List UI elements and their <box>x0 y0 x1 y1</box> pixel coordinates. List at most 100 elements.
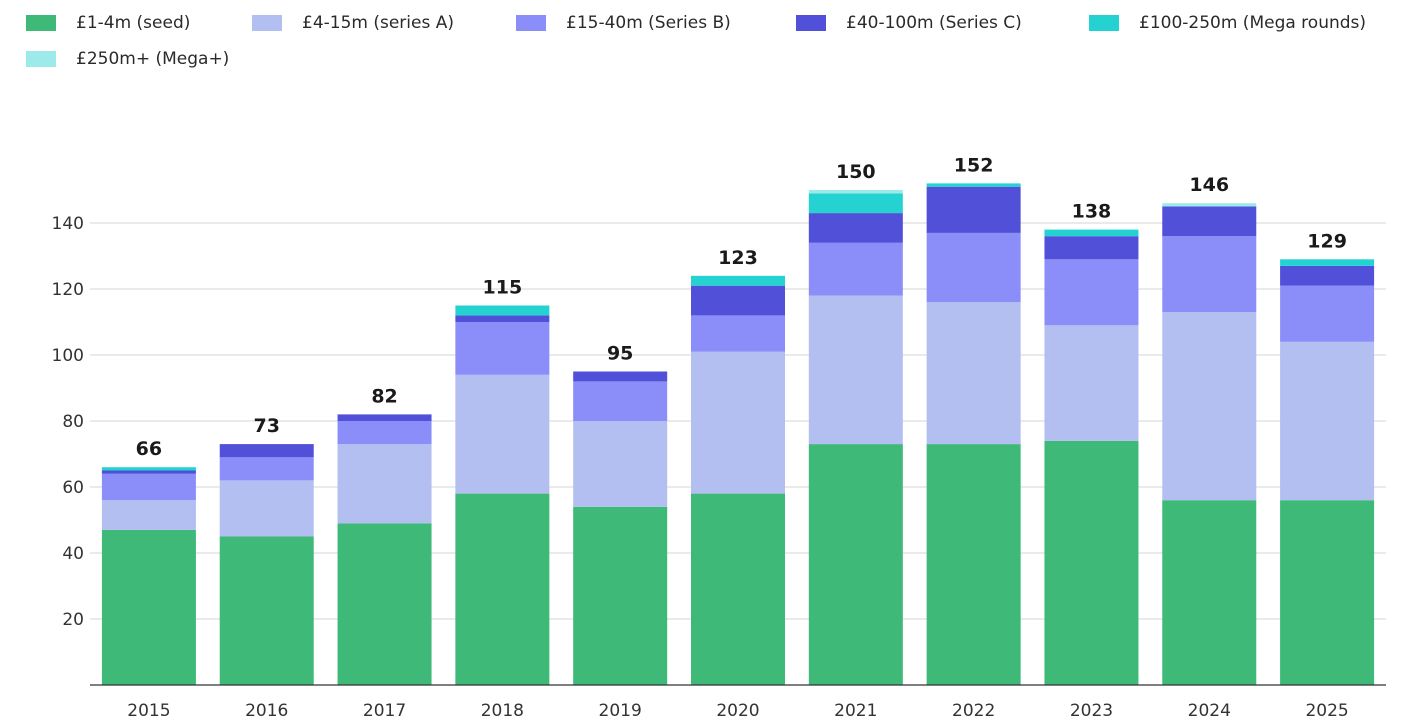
legend-label: £40-100m (Series C) <box>846 13 1022 33</box>
bar-segment <box>926 444 1021 685</box>
legend-swatch <box>796 15 826 31</box>
bar-total-label: 152 <box>954 154 994 176</box>
bar-segment <box>1280 500 1375 685</box>
bar-segment <box>337 421 432 445</box>
x-tick-label: 2022 <box>952 701 995 720</box>
y-tick-label: 60 <box>62 478 84 498</box>
bar-segment <box>101 467 196 471</box>
legend-swatch <box>1089 15 1119 31</box>
legend-label: £250m+ (Mega+) <box>76 49 230 69</box>
bar-segment <box>219 444 314 458</box>
bar-segment <box>691 351 785 494</box>
labels: 20 40 60 80 100 120 140 66 2015 73 2016 82 2017 115 20… <box>52 154 1349 720</box>
bar-segment <box>691 315 785 352</box>
bar-total-label: 66 <box>136 438 162 460</box>
x-tick-label: 2019 <box>599 701 642 720</box>
bar-segment <box>573 371 668 382</box>
bar-segment <box>926 232 1021 303</box>
bar-segment <box>455 305 550 316</box>
legend-item: £40-100m (Series C) <box>796 12 1089 34</box>
bar-segment <box>337 523 432 685</box>
y-tick-label: 140 <box>52 214 84 234</box>
x-tick-label: 2016 <box>245 701 288 720</box>
legend-item: £100-250m (Mega rounds) <box>1089 12 1389 34</box>
bar-segment <box>101 529 196 685</box>
bar-total-label: 73 <box>254 415 280 437</box>
bar-total-label: 146 <box>1189 174 1229 196</box>
bar-total-label: 95 <box>607 343 633 365</box>
legend-swatch <box>26 15 56 31</box>
bar-segment <box>1280 341 1375 501</box>
bar-segment <box>1162 236 1257 313</box>
bar-segment <box>455 315 550 322</box>
bar-segment <box>1044 440 1139 685</box>
x-tick-label: 2017 <box>363 701 406 720</box>
legend-swatch <box>252 15 282 31</box>
bar-segment <box>573 506 668 685</box>
bar-segment <box>808 213 903 243</box>
bars <box>101 183 1375 685</box>
bar-segment <box>1280 265 1375 286</box>
bar-total-label: 138 <box>1072 201 1112 223</box>
bar-segment <box>455 493 550 685</box>
bar-segment <box>573 421 668 507</box>
bar-segment <box>455 374 550 494</box>
bar-segment <box>926 186 1021 233</box>
legend-item: £4-15m (series A) <box>252 12 516 34</box>
bar-segment <box>808 242 903 296</box>
x-tick-label: 2018 <box>481 701 524 720</box>
bar-segment <box>573 381 668 421</box>
legend-item: £250m+ (Mega+) <box>26 48 286 70</box>
bar-segment <box>1044 259 1139 326</box>
bar-segment <box>926 183 1021 187</box>
bar-total-label: 82 <box>371 385 397 407</box>
bar-segment <box>219 480 314 537</box>
bar-total-label: 129 <box>1307 230 1347 252</box>
legend-swatch <box>26 51 56 67</box>
legend-label: £4-15m (series A) <box>302 13 455 33</box>
bar-segment <box>219 457 314 481</box>
bar-segment <box>1162 500 1257 685</box>
y-tick-label: 80 <box>62 412 84 432</box>
bar-segment <box>1162 312 1257 501</box>
bar-segment <box>455 322 550 375</box>
y-tick-label: 120 <box>52 280 84 300</box>
bar-segment <box>808 444 903 685</box>
x-tick-label: 2015 <box>127 701 170 720</box>
legend-label: £15-40m (Series B) <box>566 13 731 33</box>
x-tick-label: 2023 <box>1070 701 1113 720</box>
legend-label: £1-4m (seed) <box>76 13 191 33</box>
bar-segment <box>1280 285 1375 342</box>
bar-segment <box>219 536 314 685</box>
bar-segment <box>337 444 432 524</box>
chart-legend: £1-4m (seed) £4-15m (series A) £15-40m (Se… <box>26 12 1416 70</box>
bar-segment <box>1044 229 1139 237</box>
y-tick-label: 20 <box>62 610 84 630</box>
bar-segment <box>691 493 785 685</box>
legend-item: £15-40m (Series B) <box>516 12 796 34</box>
bar-segment <box>1280 259 1375 266</box>
bar-segment <box>101 470 196 474</box>
legend-item: £1-4m (seed) <box>26 12 252 34</box>
bar-segment <box>808 193 903 214</box>
x-tick-label: 2021 <box>834 701 877 720</box>
bar-segment <box>1162 203 1257 207</box>
legend-swatch <box>516 15 546 31</box>
legend-label: £100-250m (Mega rounds) <box>1139 13 1367 33</box>
bar-segment <box>926 302 1021 445</box>
bar-segment <box>101 500 196 530</box>
x-tick-label: 2025 <box>1305 701 1348 720</box>
x-tick-label: 2020 <box>716 701 759 720</box>
y-tick-label: 100 <box>52 346 84 366</box>
bar-segment <box>808 190 903 194</box>
bar-segment <box>691 285 785 316</box>
bar-total-label: 123 <box>718 247 758 269</box>
bar-segment <box>808 295 903 445</box>
bar-segment <box>1162 206 1257 237</box>
bar-segment <box>101 473 196 501</box>
bar-segment <box>1044 325 1139 441</box>
y-tick-label: 40 <box>62 544 84 564</box>
bar-total-label: 115 <box>483 277 523 299</box>
bar-segment <box>1044 236 1139 260</box>
